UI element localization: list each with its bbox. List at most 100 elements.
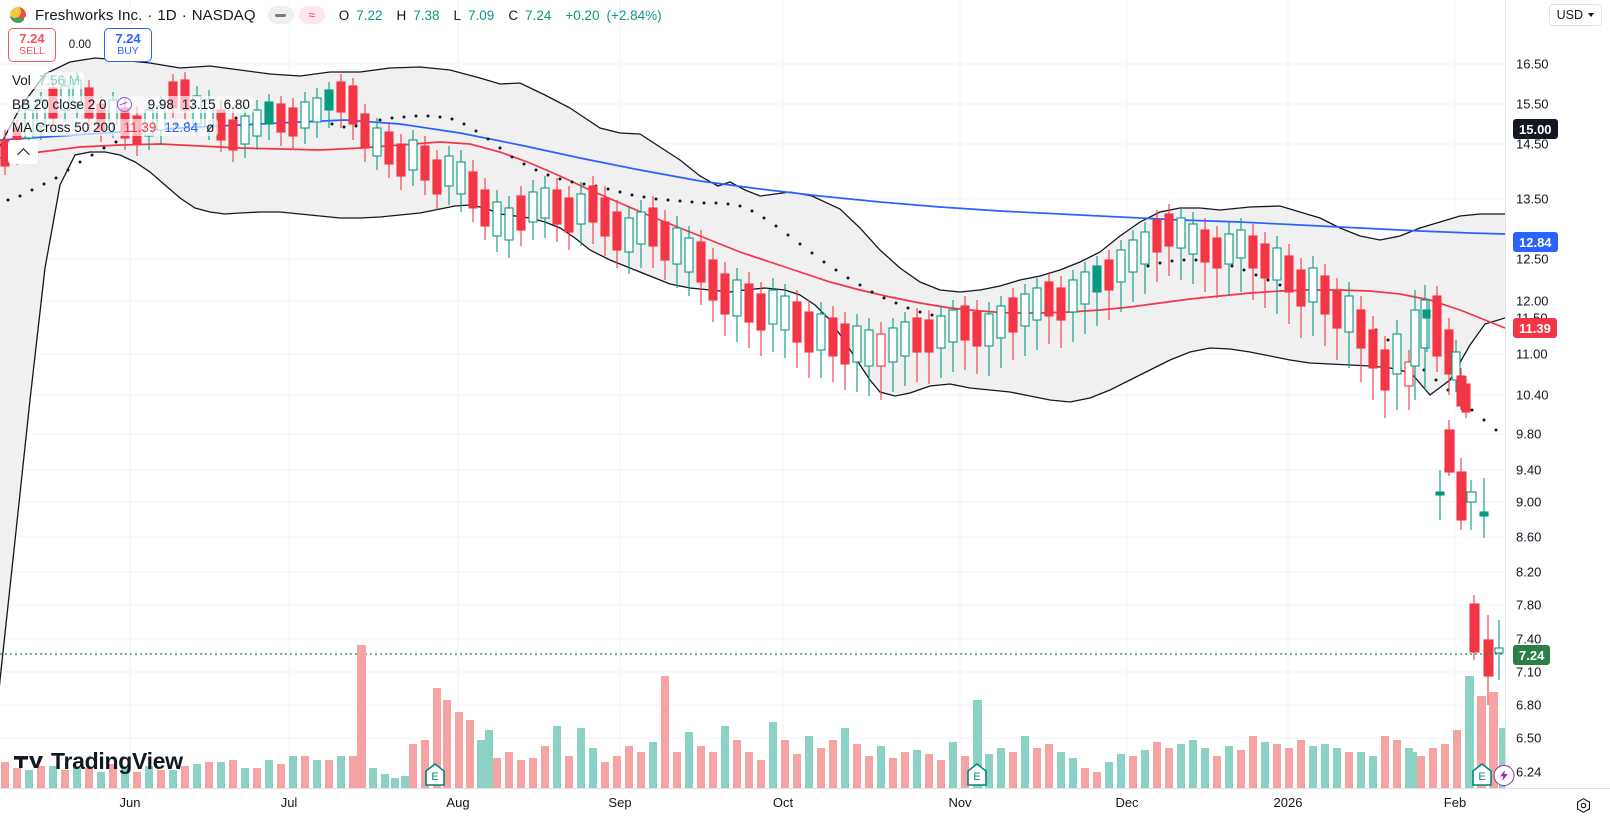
earnings-marker-nov[interactable]: E: [966, 763, 988, 787]
symbol-name[interactable]: Freshworks Inc.: [35, 6, 143, 24]
ma200-price-tag[interactable]: 15.00: [1513, 119, 1558, 139]
price-tick: 6.50: [1516, 730, 1542, 746]
sell-price: 7.24: [19, 30, 45, 46]
buy-button[interactable]: 7.24 BUY: [104, 28, 152, 62]
sell-label: SELL: [19, 45, 45, 58]
timezone-clock-icon[interactable]: [1575, 797, 1592, 814]
bollinger-legend-title: BB 20 close 2 0: [12, 97, 107, 112]
dividend-bolt-icon[interactable]: [1493, 765, 1515, 786]
price-tick: 10.40: [1516, 387, 1549, 403]
price-scale[interactable]: 16.50 15.50 14.50 13.50 12.50 12.00 11.5…: [1505, 0, 1610, 788]
bollinger-lower-line: [0, 151, 1505, 687]
ohlc-o-value: 7.22: [356, 7, 383, 23]
candles-style-icon[interactable]: [267, 6, 294, 24]
volume-legend[interactable]: Vol 7.56 M: [8, 72, 85, 89]
trade-panel: 7.24 SELL 0.00 7.24 BUY: [8, 27, 152, 63]
svg-text:E: E: [431, 771, 438, 783]
price-tick: 6.80: [1516, 697, 1542, 713]
change-percent: (+2.84%): [606, 7, 662, 23]
time-tick: Jul: [280, 795, 298, 810]
bollinger-basis: 9.98: [147, 97, 174, 112]
freshworks-logo-icon: [10, 7, 26, 23]
time-tick: Aug: [446, 795, 470, 810]
bollinger-upper: 13.15: [181, 97, 216, 112]
spread-value: 0.00: [68, 39, 92, 51]
buy-price: 7.24: [115, 30, 141, 46]
earnings-marker-feb[interactable]: E: [1471, 763, 1493, 787]
price-tick: 9.00: [1516, 494, 1542, 510]
time-tick: Sep: [608, 795, 632, 810]
ohlc-h-label: H: [396, 7, 407, 23]
ohlc-h-value: 7.38: [413, 7, 440, 23]
svg-text:E: E: [973, 771, 980, 783]
indicator-pills: ≈: [267, 6, 325, 24]
price-tick: 13.50: [1516, 191, 1549, 207]
bollinger-band-fill: [0, 58, 1505, 680]
ohlc-o-label: O: [338, 7, 350, 23]
price-tick: 7.80: [1516, 597, 1542, 613]
price-tick: 7.10: [1516, 664, 1542, 680]
price-tick: 9.80: [1516, 426, 1542, 442]
change-value: +0.20: [565, 7, 600, 23]
tradingview-logo-icon: [14, 755, 43, 768]
price-tick: 9.40: [1516, 462, 1542, 478]
volume-legend-value: 7.56 M: [38, 73, 81, 88]
price-tick: 8.20: [1516, 564, 1542, 580]
chart-plot-area[interactable]: [0, 0, 1505, 788]
refresh-icon[interactable]: [116, 97, 132, 112]
currency-selector[interactable]: USD: [1548, 4, 1602, 26]
ma-cross-legend-title: MA Cross 50 200: [12, 120, 116, 135]
ohlc-l-label: L: [453, 7, 462, 23]
price-tick: 16.50: [1516, 56, 1549, 72]
exchange-label[interactable]: NASDAQ: [191, 6, 256, 24]
time-scale[interactable]: Jun Jul Aug Sep Oct Nov Dec 2026 Feb: [0, 788, 1610, 834]
chevron-down-icon: [1588, 13, 1594, 17]
chevron-up-icon: [16, 147, 30, 161]
time-tick: Dec: [1115, 795, 1139, 810]
ma-cross-legend[interactable]: MA Cross 50 200 11.39 12.84 ø: [8, 119, 219, 136]
svg-text:E: E: [1478, 771, 1485, 783]
watermark: TradingView: [14, 748, 183, 775]
bollinger-upper-line: [0, 57, 1505, 293]
bollinger-legend[interactable]: BB 20 close 2 0 9.98 13.15 6.80: [8, 96, 254, 113]
ma200-value: 12.84: [164, 120, 199, 135]
grid-lines: [0, 0, 1505, 788]
chart-canvas[interactable]: [0, 0, 1505, 788]
price-tick: 7.40: [1516, 631, 1542, 647]
time-tick: Nov: [948, 795, 972, 810]
watermark-text: TradingView: [51, 748, 183, 774]
bb-upper-price-tag[interactable]: 12.84: [1513, 232, 1558, 252]
ohlc-c-label: C: [508, 7, 519, 23]
collapse-pane-button[interactable]: [8, 140, 38, 164]
volume-histogram: [1, 645, 1505, 788]
price-tick: 8.60: [1516, 529, 1542, 545]
buy-label: BUY: [117, 45, 139, 58]
time-tick: Feb: [1443, 795, 1467, 810]
ma50-value: 11.39: [123, 120, 157, 135]
currency-label: USD: [1556, 8, 1583, 22]
indicator-wave-icon[interactable]: ≈: [298, 6, 325, 24]
price-tick: 11.00: [1516, 346, 1548, 362]
ohlc-l-value: 7.09: [468, 7, 495, 23]
price-tick: 12.50: [1516, 251, 1549, 267]
bollinger-lower: 6.80: [223, 97, 250, 112]
last-price-tag[interactable]: 7.24: [1513, 645, 1551, 665]
volume-legend-title: Vol: [12, 73, 31, 88]
sell-button[interactable]: 7.24 SELL: [8, 28, 56, 62]
price-tick: 6.24: [1516, 764, 1542, 780]
ohlc-c-value: 7.24: [525, 7, 552, 23]
separator-1: ·: [147, 6, 153, 24]
separator-2: ·: [181, 6, 187, 24]
price-tick: 12.00: [1516, 293, 1549, 309]
time-tick: 2026: [1273, 795, 1303, 810]
time-tick: Oct: [772, 795, 794, 810]
ma50-price-tag[interactable]: 11.39: [1513, 318, 1557, 338]
price-tick: 15.50: [1516, 96, 1549, 112]
ma-cross-extra: ø: [206, 120, 215, 135]
earnings-marker-aug[interactable]: E: [424, 763, 446, 787]
interval-label[interactable]: 1D: [157, 6, 177, 24]
time-tick: Jun: [119, 795, 141, 810]
price-tick: 14.50: [1516, 136, 1549, 152]
